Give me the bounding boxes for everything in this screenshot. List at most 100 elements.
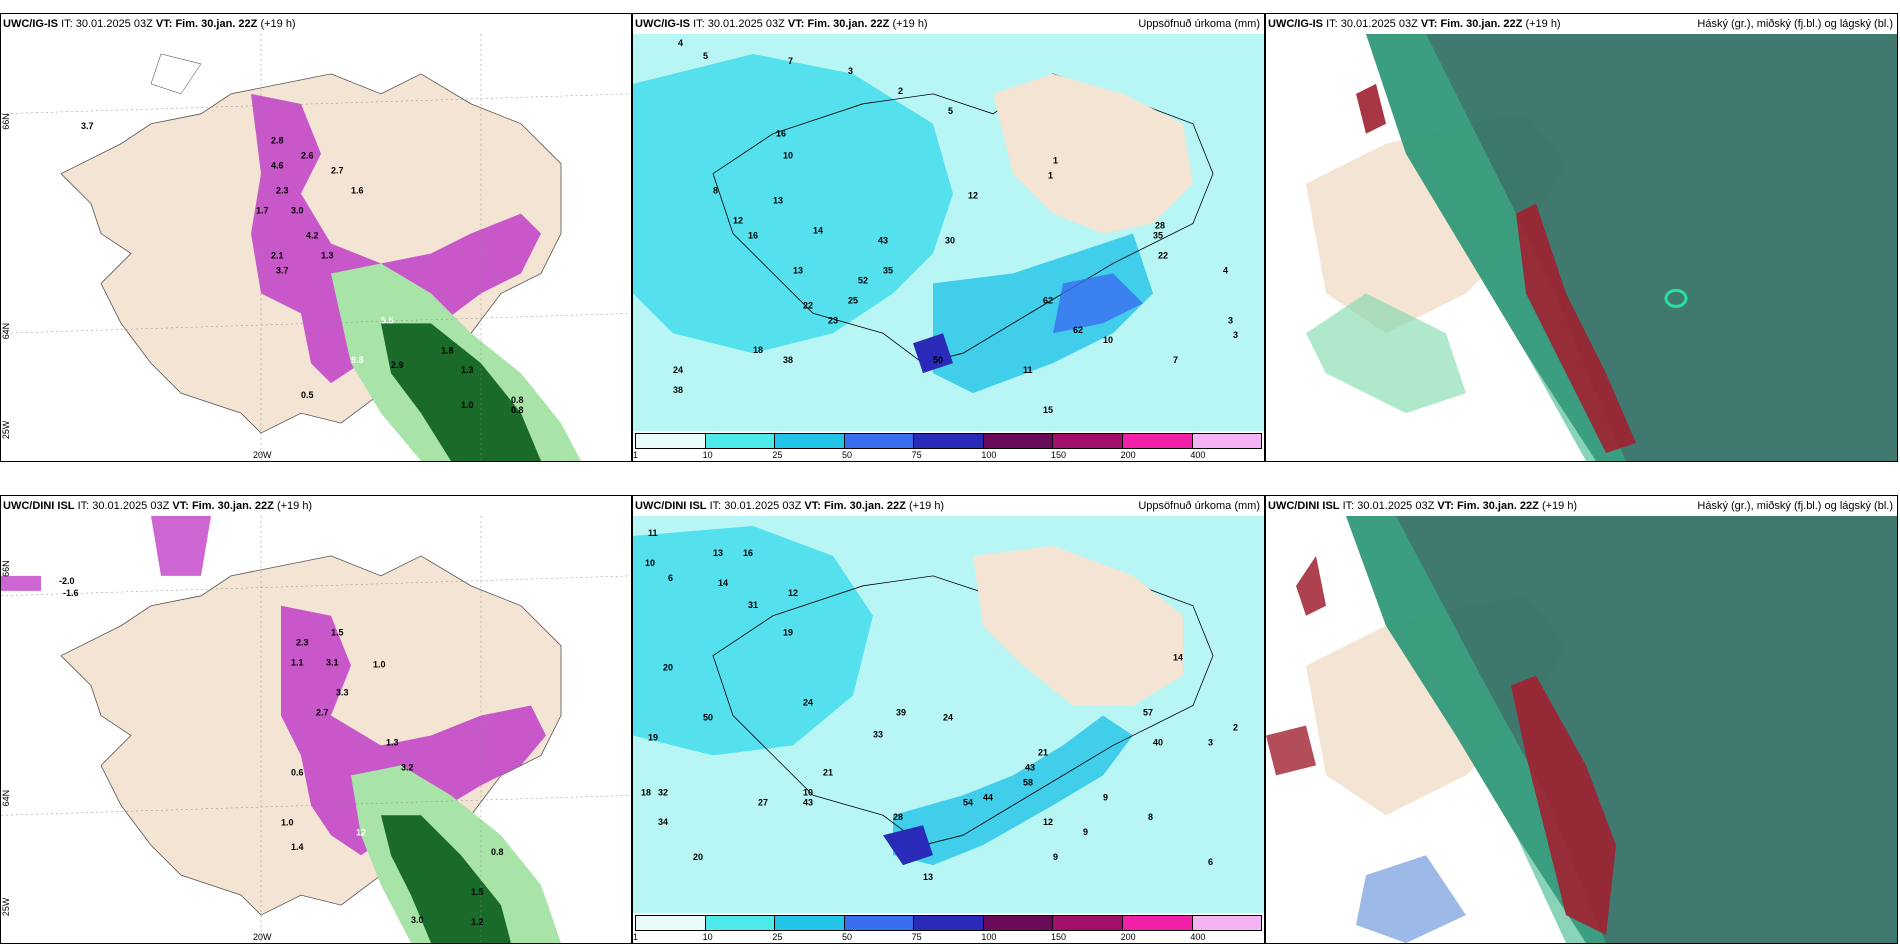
value-label: 52 (858, 275, 868, 285)
axis-label-25w: 25W (1, 897, 11, 916)
precip-map[interactable]: 11 10 6 13 16 14 31 12 20 19 50 19 18 32… (633, 516, 1264, 913)
value-label: 1.3 (321, 250, 333, 260)
value-label: 35 (1153, 230, 1163, 240)
value-label: 16 (776, 129, 786, 139)
value-label: 18 (753, 345, 763, 355)
snow-map[interactable]: 66N 64N 25W 20W -2.0 -1.6 1.5 2.3 1.1 3.… (1, 516, 631, 943)
snow-panel-row1: UWC/IG-IS IT: 30.01.2025 03Z VT: Fim. 30… (0, 13, 632, 462)
value-label: 32 (658, 787, 668, 797)
colorbar-tick: 50 (842, 932, 853, 942)
value-label: 7 (1173, 355, 1178, 365)
value-label: 1.0 (461, 400, 473, 410)
value-label: 5.5 (381, 315, 393, 325)
value-label: 3 (1228, 315, 1233, 325)
colorbar-cell (1122, 916, 1193, 930)
value-label: 1.6 (351, 186, 363, 196)
value-label: 0.6 (291, 767, 303, 777)
value-label: 0.8 (511, 395, 523, 405)
colorbar-tick: 100 (981, 450, 997, 460)
axis-label-64n: 64N (1, 323, 11, 339)
value-label: 5 (703, 51, 708, 61)
value-label: 22 (1158, 250, 1168, 260)
value-label: 1 (1053, 156, 1058, 166)
colorbar-cell (1192, 916, 1262, 930)
colorbar-cell (1053, 916, 1123, 930)
value-label: 11 (648, 528, 658, 538)
colorbar-cell (636, 916, 706, 930)
colorbar-tick: 200 (1120, 932, 1136, 942)
value-label: 3.0 (291, 206, 303, 216)
value-label: 16 (748, 230, 758, 240)
value-label: 54 (963, 797, 973, 807)
value-label: 35 (883, 265, 893, 275)
value-label: 2.6 (301, 151, 313, 161)
precip-map[interactable]: 4 5 7 3 2 5 16 10 8 12 13 14 16 30 43 35… (633, 34, 1264, 431)
value-label: 2 (898, 86, 903, 96)
value-label: 23 (828, 315, 838, 325)
value-label: 0.5 (301, 390, 313, 400)
value-label: 2.8 (271, 136, 283, 146)
value-label: 30 (945, 235, 955, 245)
value-label: 9 (1083, 827, 1088, 837)
panel-title: Háský (gr.), miðský (fj.bl.) og lágský (… (1697, 500, 1893, 512)
snow-map[interactable]: 66N 64N 25W 20W 3.7 2.8 4.6 2.6 2.3 2.7 … (1, 34, 631, 461)
value-label: 25 (848, 295, 858, 305)
value-label: 10 (645, 558, 655, 568)
value-label: 58 (1023, 777, 1033, 787)
colorbar-cell (914, 434, 984, 448)
value-label: 1.0 (373, 660, 385, 670)
value-label: 2.9 (391, 360, 403, 370)
value-label: 50 (933, 355, 943, 365)
value-label: 2.1 (271, 250, 283, 260)
value-label: 2.7 (331, 166, 343, 176)
precip-colorbar: 1 10 25 50 75 100 150 200 400 (633, 433, 1262, 460)
value-label: 12 (788, 588, 798, 598)
value-label: 1.0 (281, 817, 293, 827)
colorbar-tick: 400 (1190, 450, 1206, 460)
value-label: 3.1 (326, 658, 338, 668)
cloud-map[interactable] (1266, 34, 1897, 461)
value-label: 6 (668, 573, 673, 583)
panel-title: Uppsöfnuð úrkoma (mm) (1138, 500, 1260, 512)
colorbar-tick: 150 (1051, 932, 1067, 942)
value-label: 4.2 (306, 231, 318, 241)
colorbar-tick: 1 (633, 932, 639, 942)
value-label: 12 (356, 827, 366, 837)
value-label: 34 (658, 817, 668, 827)
value-label: -2.0 (59, 576, 74, 586)
panel-header: UWC/IG-IS IT: 30.01.2025 03Z VT: Fim. 30… (633, 14, 1264, 34)
value-label: 1.5 (331, 628, 343, 638)
panel-header: UWC/DINI ISL IT: 30.01.2025 03Z VT: Fim.… (3, 500, 313, 512)
value-label: 28 (1155, 221, 1165, 231)
colorbar-cell (705, 916, 776, 930)
value-label: 8 (713, 186, 718, 196)
colorbar-cell (636, 434, 706, 448)
value-label: 62 (1043, 295, 1053, 305)
value-label: 14 (718, 578, 728, 588)
value-label: 3.7 (81, 121, 93, 131)
value-label: 38 (673, 385, 683, 395)
value-label: 38 (783, 355, 793, 365)
axis-label-20w: 20W (253, 932, 272, 942)
colorbar-cell (844, 916, 915, 930)
value-label: 3 (848, 66, 853, 76)
value-label: 7 (788, 56, 793, 66)
value-label: 10 (1103, 335, 1113, 345)
panel-title: Háský (gr.), miðský (fj.bl.) og lágský (… (1697, 18, 1893, 30)
colorbar-cell (1192, 434, 1262, 448)
colorbar-cell (775, 916, 845, 930)
value-label: 4 (1223, 265, 1228, 275)
value-label: 1.5 (471, 887, 483, 897)
value-label: 43 (1025, 762, 1035, 772)
value-label: 19 (648, 732, 658, 742)
colorbar-cell (705, 434, 776, 448)
value-label: 43 (878, 235, 888, 245)
colorbar-tick: 50 (842, 450, 853, 460)
colorbar-cell (1053, 434, 1123, 448)
value-label: 9 (1053, 852, 1058, 862)
cloud-map[interactable] (1266, 516, 1897, 943)
axis-label-25w: 25W (1, 420, 11, 439)
panel-header: UWC/IG-IS IT: 30.01.2025 03Z VT: Fim. 30… (3, 18, 296, 30)
colorbar-tick: 75 (911, 450, 922, 460)
precip-panel-row1: UWC/IG-IS IT: 30.01.2025 03Z VT: Fim. 30… (632, 13, 1265, 462)
